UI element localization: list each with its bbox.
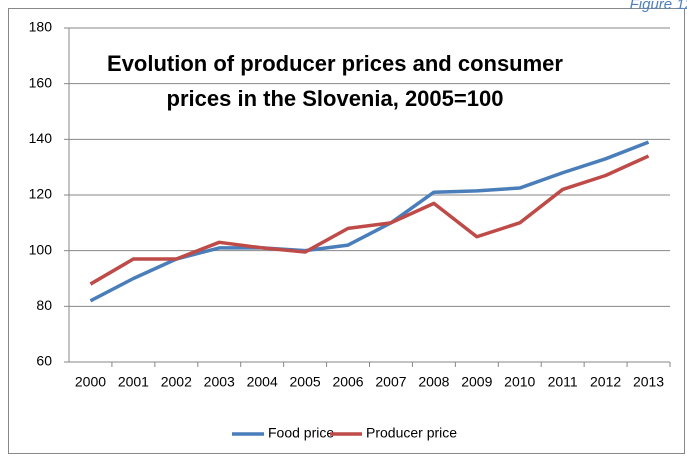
y-tick-label: 120 [29, 186, 53, 202]
x-tick-label: 2004 [247, 374, 278, 390]
chart-frame [8, 8, 685, 454]
x-tick-label: 2003 [204, 374, 235, 390]
x-tick-label: 2012 [590, 374, 621, 390]
x-tick-label: 2011 [548, 374, 578, 390]
x-tick-label: 2013 [633, 374, 664, 390]
x-tick-label: 2001 [118, 374, 149, 390]
x-tick-label: 2007 [375, 374, 406, 390]
x-tick-label: 2005 [290, 374, 321, 390]
x-tick-label: 2010 [504, 374, 535, 390]
series-line [89, 154, 650, 286]
x-tick-label: 2002 [161, 374, 192, 390]
y-tick-label: 80 [36, 297, 52, 313]
x-tick-label: 2008 [418, 374, 449, 390]
figure-label: Figure 12 [629, 0, 687, 13]
chart-title: Evolution of producer prices and consume… [107, 51, 563, 111]
legend-label: Producer price [366, 425, 457, 441]
x-tick-label: 2009 [461, 374, 492, 390]
y-tick-label: 60 [36, 353, 52, 369]
x-tick-label: 2006 [332, 374, 363, 390]
y-tick-label: 160 [29, 74, 53, 90]
y-tick-label: 140 [29, 130, 53, 146]
y-tick-label: 180 [29, 19, 53, 35]
x-tick-label: 2000 [75, 374, 106, 390]
y-tick-label: 100 [29, 241, 53, 257]
legend-label: Food price [268, 425, 334, 441]
series-line [89, 140, 650, 303]
